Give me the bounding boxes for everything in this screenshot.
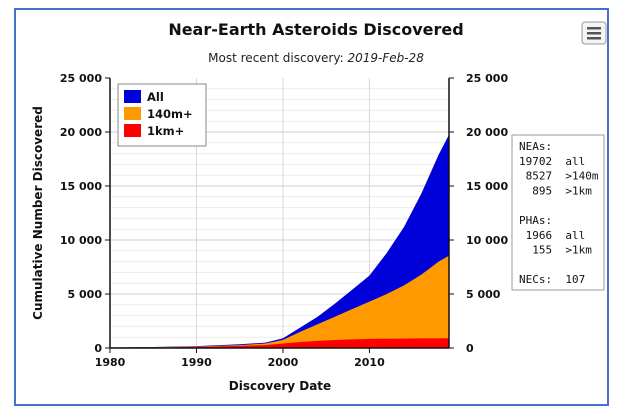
chart-subtitle: Most recent discovery: 2019-Feb-28 (208, 51, 424, 65)
info-box: NEAs:19702 all 8527 >140m 895 >1kmPHAs: … (511, 134, 605, 291)
x-tick-label: 2000 (268, 356, 299, 369)
legend: All 140m+ 1km+ (117, 83, 207, 147)
y-tick-label-right: 20 000 (466, 126, 508, 139)
x-tick-label: 1990 (181, 356, 212, 369)
y-tick-label-left: 0 (94, 342, 102, 355)
legend-swatch-km1 (124, 124, 141, 137)
y-tick-label-left: 15 000 (60, 180, 102, 193)
y-tick-label-right: 25 000 (466, 72, 508, 85)
legend-swatch-all (124, 90, 141, 103)
y-tick-label-left: 25 000 (60, 72, 102, 85)
chart-title: Near-Earth Asteroids Discovered (168, 20, 463, 39)
info-box-line: 8527 >140m (519, 170, 599, 183)
hamburger-menu-icon (587, 27, 601, 40)
info-box-line: NEAs: (519, 140, 552, 153)
chart-svg: Near-Earth Asteroids Discovered Most rec… (31, 20, 607, 393)
y-tick-label-right: 5 000 (466, 288, 501, 301)
legend-label-all: All (147, 90, 164, 104)
legend-label-m140: 140m+ (147, 107, 193, 121)
series-area-all (110, 135, 449, 348)
x-tick-label: 2010 (354, 356, 385, 369)
series-area-m140 (110, 255, 449, 348)
info-box-line: 895 >1km (519, 184, 592, 197)
info-box-line: PHAs: (519, 214, 552, 227)
y-tick-label-left: 20 000 (60, 126, 102, 139)
legend-swatch-m140 (124, 107, 141, 120)
chart-menu-button[interactable] (581, 21, 607, 45)
y-axis-title: Cumulative Number Discovered (31, 106, 45, 320)
area-layer (110, 135, 449, 348)
subtitle-date: 2019-Feb-28 (347, 51, 424, 65)
info-box-line: 19702 all (519, 155, 585, 168)
y-tick-label-left: 5 000 (68, 288, 103, 301)
info-box-border (511, 134, 605, 291)
x-axis-title: Discovery Date (229, 379, 331, 393)
legend-label-km1: 1km+ (147, 124, 184, 138)
y-tick-label-right: 0 (466, 342, 474, 355)
info-box-line: NECs: 107 (519, 273, 585, 286)
y-tick-label-left: 10 000 (60, 234, 102, 247)
axis-layer: 0 0 5 000 5 000 10 000 10 000 15 000 15 000 20 0… (60, 72, 509, 369)
series-area-km1 (110, 338, 449, 348)
info-box-line: 155 >1km (519, 244, 592, 257)
subtitle-prefix: Most recent discovery: (208, 51, 347, 65)
y-tick-label-right: 15 000 (466, 180, 508, 193)
x-tick-label: 1980 (95, 356, 126, 369)
info-box-line: 1966 all (519, 229, 585, 242)
chart-frame: Near-Earth Asteroids Discovered Most rec… (14, 8, 609, 406)
y-tick-label-right: 10 000 (466, 234, 508, 247)
